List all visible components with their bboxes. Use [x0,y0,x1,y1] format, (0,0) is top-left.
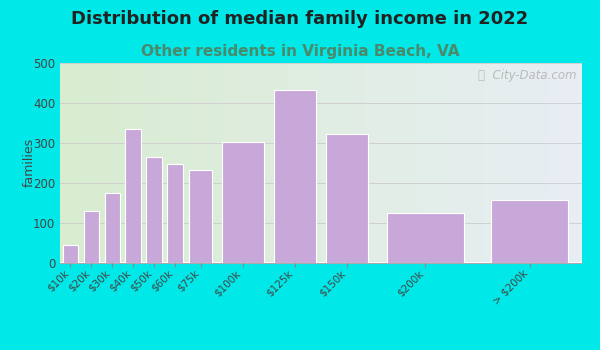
Bar [167,163,182,262]
Text: ⓘ  City-Data.com: ⓘ City-Data.com [478,69,577,82]
Text: Other residents in Virginia Beach, VA: Other residents in Virginia Beach, VA [141,44,459,59]
Bar [326,134,368,262]
Y-axis label: families: families [22,138,35,187]
Bar [190,170,212,262]
Bar [83,211,99,262]
Text: Distribution of median family income in 2022: Distribution of median family income in … [71,10,529,28]
Bar [146,157,161,262]
Bar [221,142,264,262]
Bar [63,245,78,262]
Bar [274,90,316,262]
Bar [125,129,141,262]
Bar [491,200,568,262]
Bar [104,193,120,262]
Bar [387,214,464,262]
